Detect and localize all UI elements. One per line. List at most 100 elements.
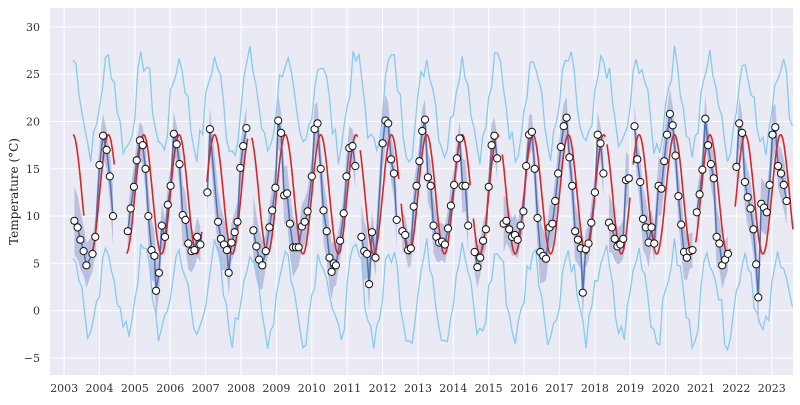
observed-point <box>779 180 788 189</box>
observed-point <box>409 202 418 211</box>
observed-point <box>556 142 566 152</box>
observed-point <box>443 224 453 233</box>
observed-point <box>249 226 258 235</box>
observed-markers <box>70 109 791 302</box>
observed-point <box>584 239 593 248</box>
observed-point <box>190 246 199 255</box>
x-tick-label: 2021 <box>687 382 715 395</box>
observed-point <box>752 260 761 269</box>
observed-point <box>351 161 360 171</box>
observed-point <box>172 140 181 149</box>
observed-point <box>596 139 605 148</box>
observed-point <box>587 218 596 227</box>
x-tick-label: 2019 <box>616 382 644 395</box>
observed-point <box>461 181 470 190</box>
observed-point <box>82 261 91 270</box>
observed-point <box>357 232 366 241</box>
x-tick-label: 2022 <box>722 382 750 395</box>
observed-point <box>619 234 628 243</box>
observed-point <box>169 129 178 138</box>
observed-point <box>548 219 557 228</box>
observed-point <box>743 193 752 202</box>
observed-point <box>348 142 357 151</box>
min-series-line <box>72 238 794 352</box>
extreme-series <box>72 45 794 352</box>
band-segment <box>253 92 356 301</box>
observed-point <box>630 122 639 131</box>
x-tick-label: 2016 <box>510 382 538 395</box>
observed-point <box>224 268 233 277</box>
y-tick-label: 15 <box>26 163 40 176</box>
observed-point <box>214 217 223 226</box>
observed-point <box>429 221 438 230</box>
observed-point <box>157 221 166 230</box>
y-tick-label: 10 <box>26 210 40 223</box>
observed-point <box>771 123 780 132</box>
observed-point <box>261 247 270 256</box>
observed-point <box>440 240 449 249</box>
observed-point <box>322 227 331 236</box>
observed-point <box>562 113 571 122</box>
observed-point <box>91 232 100 241</box>
observed-point <box>452 154 461 163</box>
observed-point <box>476 253 485 262</box>
x-tick-label: 2023 <box>758 382 786 395</box>
observed-point <box>367 228 377 237</box>
max-series-line <box>72 45 794 165</box>
x-tick-label: 2012 <box>369 382 397 395</box>
observed-point <box>319 206 328 215</box>
observed-point <box>633 155 642 164</box>
observed-point <box>401 230 410 240</box>
observed-point <box>339 209 348 218</box>
observed-point <box>746 204 755 213</box>
observed-point <box>470 247 479 257</box>
observed-point <box>193 232 202 241</box>
observed-point <box>533 213 542 223</box>
observed-point <box>105 172 114 181</box>
observed-point <box>610 234 619 243</box>
x-tick-label: 2008 <box>227 382 255 395</box>
observed-point <box>426 181 435 190</box>
observed-point <box>682 253 692 262</box>
observed-point <box>487 141 496 150</box>
observed-point <box>123 227 132 236</box>
observed-point <box>704 141 713 150</box>
observed-point <box>230 228 239 237</box>
observed-point <box>88 249 97 258</box>
x-tick-label: 2015 <box>475 382 503 395</box>
observed-point <box>740 177 750 187</box>
observed-point <box>782 196 791 206</box>
x-tick-label: 2009 <box>262 382 290 395</box>
observed-point <box>732 162 741 171</box>
x-tick-label: 2017 <box>546 382 574 395</box>
observed-point <box>73 223 82 232</box>
observed-point <box>715 239 724 248</box>
x-tick-label: 2020 <box>652 382 680 395</box>
observed-point <box>565 153 574 162</box>
band-segment <box>127 111 201 321</box>
observed-point <box>285 219 294 228</box>
observed-point <box>274 116 283 125</box>
x-tick-label: 2014 <box>439 382 467 395</box>
observed-point <box>738 128 747 137</box>
observed-point <box>692 208 701 217</box>
observed-point <box>415 157 424 166</box>
observed-point <box>688 246 697 255</box>
x-tick-label: 2005 <box>121 382 149 395</box>
observed-point <box>336 236 345 245</box>
observed-point <box>196 240 205 249</box>
observed-point <box>144 212 153 221</box>
observed-point <box>516 221 525 230</box>
observed-point <box>464 221 473 230</box>
observed-point <box>590 188 600 197</box>
observed-point <box>406 244 415 253</box>
observed-point <box>551 196 560 206</box>
observed-point <box>530 164 539 173</box>
observed-point <box>384 119 393 128</box>
observed-point <box>108 212 118 221</box>
observed-point <box>481 225 490 234</box>
observed-point <box>712 232 721 241</box>
y-tick-label: 30 <box>26 21 40 34</box>
observed-point <box>327 267 336 276</box>
x-tick-label: 2013 <box>404 382 432 395</box>
